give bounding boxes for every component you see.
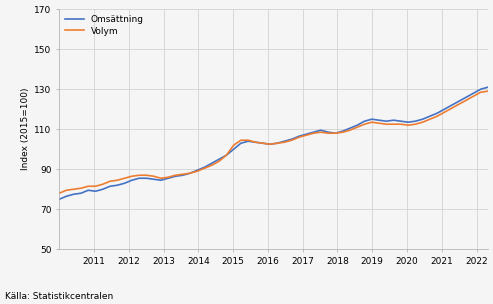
Volym — [325, 131, 331, 135]
Volym — [194, 169, 200, 173]
Legend: Omsättning, Volym: Omsättning, Volym — [64, 14, 145, 37]
Text: Källa: Statistikcentralen: Källa: Statistikcentralen — [5, 292, 113, 301]
Y-axis label: Index (2015=100): Index (2015=100) — [21, 88, 30, 171]
Line: Volym: Volym — [59, 91, 488, 193]
Line: Omsättning: Omsättning — [59, 87, 488, 199]
Omsättning — [485, 85, 491, 89]
Omsättning — [129, 178, 135, 182]
Omsättning — [180, 173, 186, 177]
Volym — [56, 192, 62, 195]
Omsättning — [56, 197, 62, 201]
Omsättning — [202, 165, 208, 169]
Volym — [180, 172, 186, 176]
Omsättning — [194, 168, 200, 172]
Volym — [485, 89, 491, 93]
Volym — [202, 166, 208, 170]
Omsättning — [165, 176, 171, 180]
Volym — [129, 174, 135, 178]
Omsättning — [325, 130, 331, 134]
Volym — [165, 175, 171, 179]
